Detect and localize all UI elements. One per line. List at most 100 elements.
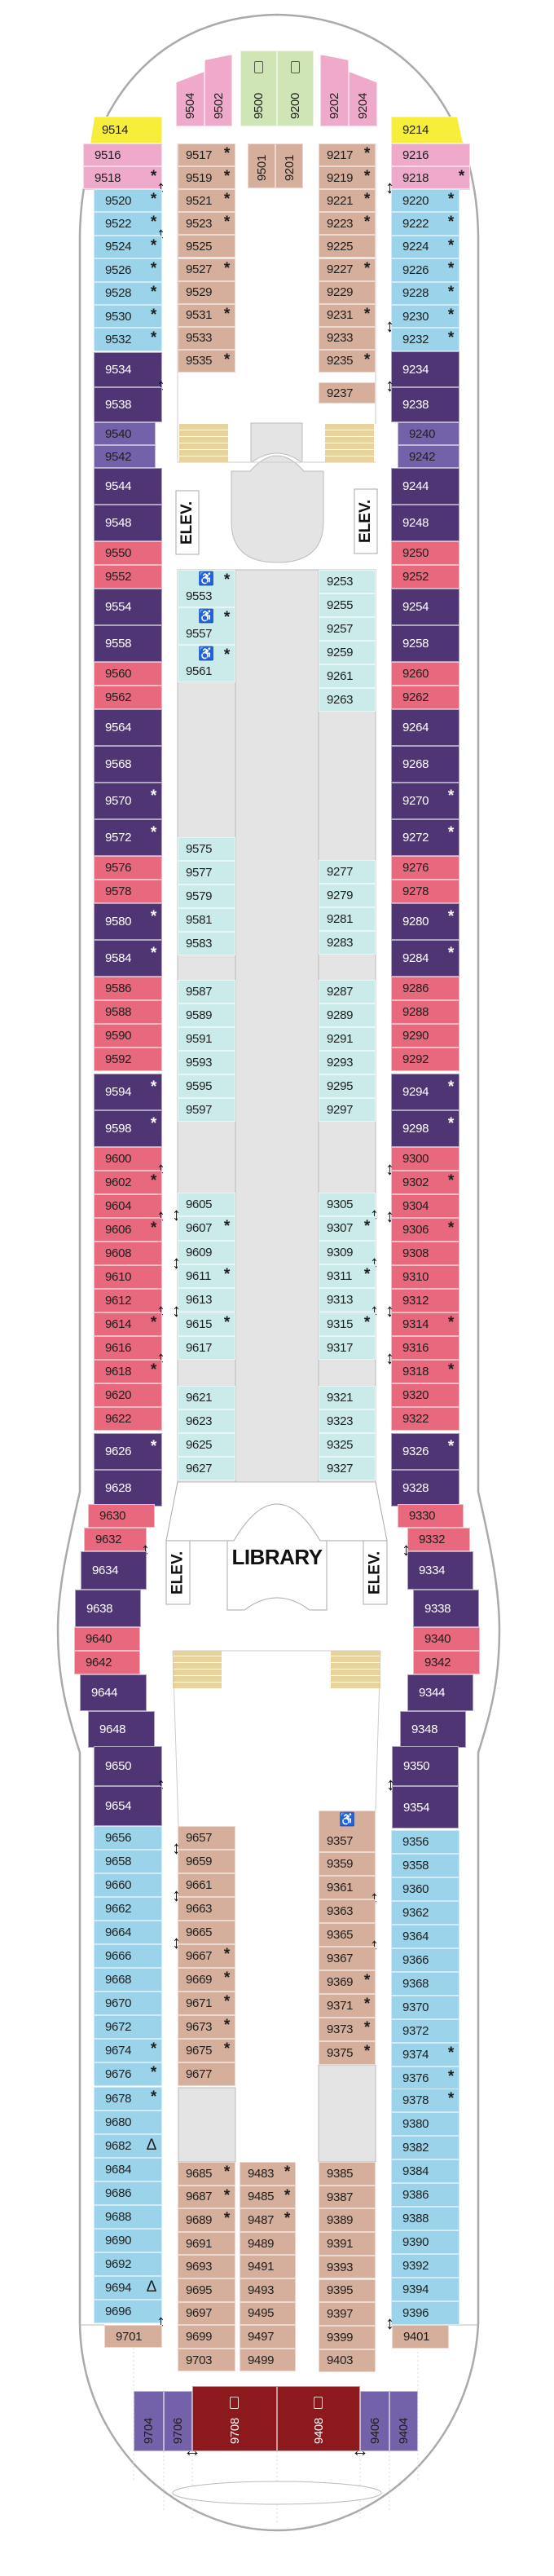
- cabin-9242[interactable]: 9242: [398, 445, 459, 468]
- cabin-9257[interactable]: 9257: [319, 617, 376, 641]
- cabin-9229[interactable]: 9229: [319, 280, 376, 304]
- cabin-9699[interactable]: 9699: [178, 2325, 235, 2349]
- cabin-9408[interactable]: 9408: [277, 2386, 360, 2451]
- cabin-9272[interactable]: 9272 *: [391, 819, 459, 856]
- cabin-9572[interactable]: 9572 *: [94, 819, 162, 856]
- cabin-9217[interactable]: 9217 *: [319, 143, 376, 167]
- cabin-9623[interactable]: 9623: [178, 1409, 235, 1433]
- cabin-9321[interactable]: 9321: [319, 1386, 376, 1409]
- cabin-9594[interactable]: 9594 *: [94, 1074, 162, 1110]
- cabin-9264[interactable]: 9264: [391, 709, 459, 746]
- cabin-9221[interactable]: 9221 *: [319, 189, 376, 213]
- cabin-9309[interactable]: 9309: [319, 1240, 376, 1264]
- cabin-9523[interactable]: 9523 *: [178, 212, 235, 236]
- cabin-9501[interactable]: 9501: [248, 143, 275, 188]
- cabin-9640[interactable]: 9640: [74, 1627, 140, 1651]
- cabin-9370[interactable]: 9370: [391, 1996, 459, 2019]
- cabin-9311[interactable]: 9311 *: [319, 1264, 376, 1289]
- cabin-9675[interactable]: 9675 *: [178, 2039, 235, 2062]
- cabin-9538[interactable]: 9538: [94, 387, 162, 422]
- cabin-9661[interactable]: 9661: [178, 1873, 235, 1897]
- cabin-9307[interactable]: 9307 *: [319, 1216, 376, 1241]
- cabin-9261[interactable]: 9261: [319, 664, 376, 688]
- cabin-9616[interactable]: 9616: [94, 1336, 162, 1360]
- cabin-9644[interactable]: 9644: [80, 1674, 147, 1711]
- cabin-9591[interactable]: 9591: [178, 1027, 235, 1051]
- cabin-9360[interactable]: 9360: [391, 1877, 459, 1901]
- cabin-9384[interactable]: 9384: [391, 2159, 459, 2183]
- cabin-9395[interactable]: 9395: [319, 2278, 376, 2303]
- cabin-9673[interactable]: 9673 *: [178, 2015, 235, 2039]
- cabin-9670[interactable]: 9670: [94, 1992, 162, 2015]
- cabin-9376[interactable]: 9376 *: [391, 2067, 459, 2090]
- cabin-9663[interactable]: 9663: [178, 1897, 235, 1921]
- cabin-9668[interactable]: 9668: [94, 1968, 162, 1992]
- cabin-9320[interactable]: 9320: [391, 1383, 459, 1407]
- cabin-9258[interactable]: 9258: [391, 625, 459, 662]
- cabin-9695[interactable]: 9695: [178, 2278, 235, 2302]
- cabin-9295[interactable]: 9295: [319, 1074, 376, 1098]
- cabin-9608[interactable]: 9608: [94, 1242, 162, 1265]
- cabin-9696[interactable]: 9696: [94, 2300, 162, 2323]
- cabin-9548[interactable]: 9548: [94, 505, 162, 541]
- cabin-9627[interactable]: 9627: [178, 1457, 235, 1480]
- cabin-9703[interactable]: 9703: [178, 2348, 235, 2372]
- cabin-9568[interactable]: 9568: [94, 746, 162, 783]
- cabin-9706[interactable]: 9706: [164, 2391, 192, 2451]
- cabin-9583[interactable]: 9583: [178, 932, 235, 955]
- cabin-9609[interactable]: 9609: [178, 1240, 235, 1264]
- cabin-9406[interactable]: 9406: [360, 2391, 389, 2451]
- cabin-9613[interactable]: 9613: [178, 1288, 235, 1312]
- cabin-9671[interactable]: 9671 *: [178, 1992, 235, 2015]
- cabin-9278[interactable]: 9278: [391, 880, 459, 903]
- cabin-9367[interactable]: 9367: [319, 1947, 376, 1970]
- cabin-9298[interactable]: 9298 *: [391, 1110, 459, 1147]
- cabin-9660[interactable]: 9660: [94, 1873, 162, 1897]
- cabin-9253[interactable]: 9253: [319, 570, 376, 593]
- cabin-9688[interactable]: 9688: [94, 2205, 162, 2229]
- cabin-9618[interactable]: 9618 *: [94, 1360, 162, 1383]
- cabin-9657[interactable]: 9657: [178, 1826, 235, 1850]
- cabin-9520[interactable]: 9520 *: [94, 189, 162, 213]
- cabin-9648[interactable]: 9648: [88, 1711, 155, 1748]
- cabin-9532[interactable]: 9532 *: [94, 328, 162, 351]
- cabin-9280[interactable]: 9280 *: [391, 903, 459, 940]
- cabin-9483[interactable]: 9483 *: [240, 2162, 296, 2186]
- cabin-9328[interactable]: 9328: [391, 1470, 459, 1506]
- cabin-9386[interactable]: 9386: [391, 2183, 459, 2207]
- cabin-9587[interactable]: 9587: [178, 980, 235, 1003]
- cabin-9390[interactable]: 9390: [391, 2230, 459, 2254]
- cabin-9689[interactable]: 9689 *: [178, 2208, 235, 2232]
- cabin-9291[interactable]: 9291: [319, 1027, 376, 1051]
- cabin-9642[interactable]: 9642: [74, 1651, 140, 1674]
- cabin-9378[interactable]: 9378 *: [391, 2089, 459, 2112]
- cabin-9248[interactable]: 9248: [391, 505, 459, 541]
- cabin-9201[interactable]: 9201: [275, 143, 303, 188]
- cabin-9216[interactable]: 9216: [391, 143, 470, 166]
- cabin-9628[interactable]: 9628: [94, 1470, 162, 1506]
- cabin-9316[interactable]: 9316: [391, 1336, 459, 1360]
- cabin-9399[interactable]: 9399: [319, 2325, 376, 2349]
- cabin-9338[interactable]: 9338: [413, 1590, 479, 1627]
- cabin-9375[interactable]: 9375 *: [319, 2041, 376, 2065]
- cabin-9350[interactable]: 9350: [392, 1746, 459, 1786]
- cabin-9701[interactable]: 9701: [104, 2325, 162, 2348]
- cabin-9373[interactable]: 9373 *: [319, 2018, 376, 2041]
- cabin-9403[interactable]: 9403: [319, 2349, 376, 2373]
- cabin-9487[interactable]: 9487 *: [240, 2208, 296, 2232]
- cabin-9527[interactable]: 9527 *: [178, 258, 235, 281]
- cabin-9604[interactable]: 9604: [94, 1194, 162, 1218]
- cabin-9562[interactable]: 9562: [94, 686, 162, 709]
- cabin-9330[interactable]: 9330: [398, 1504, 464, 1528]
- cabin-9697[interactable]: 9697: [178, 2301, 235, 2326]
- cabin-9397[interactable]: 9397: [319, 2302, 376, 2326]
- cabin-9230[interactable]: 9230 *: [391, 305, 459, 329]
- cabin-9368[interactable]: 9368: [391, 1972, 459, 1996]
- cabin-9687[interactable]: 9687 *: [178, 2185, 235, 2209]
- cabin-9561[interactable]: ♿ 9561 *: [178, 645, 235, 682]
- cabin-9283[interactable]: 9283: [319, 931, 376, 955]
- cabin-9366[interactable]: 9366: [391, 1948, 459, 1972]
- cabin-9602[interactable]: 9602 *: [94, 1171, 162, 1194]
- cabin-9502[interactable]: 9502: [204, 55, 232, 126]
- cabin-9580[interactable]: 9580 *: [94, 903, 162, 940]
